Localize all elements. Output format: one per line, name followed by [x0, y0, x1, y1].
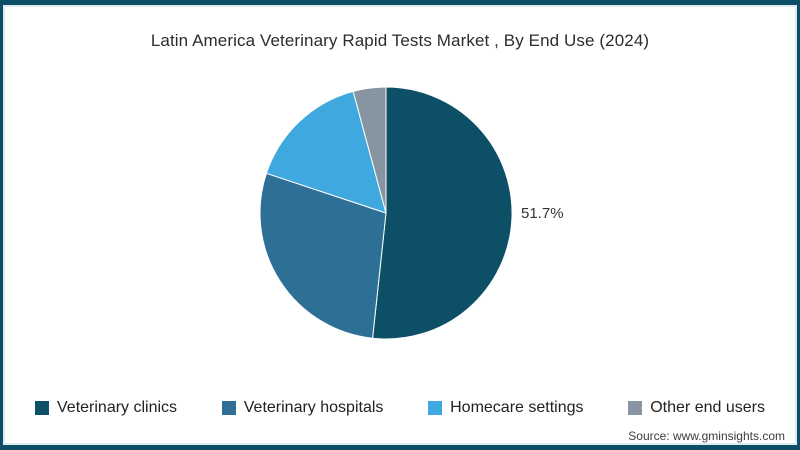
legend-item-veterinary-hospitals: Veterinary hospitals [221, 399, 384, 417]
legend-item-other-end-users: Other end users [628, 399, 765, 417]
source-attribution: Source: www.gminsights.com [628, 429, 785, 443]
legend-label: Homecare settings [450, 399, 584, 416]
legend-label: Veterinary clinics [57, 399, 178, 416]
legend: Veterinary clinics Veterinary hospitals … [35, 399, 765, 417]
slice-data-label: 51.7% [521, 205, 564, 222]
legend-swatch-other-end-users [628, 401, 643, 415]
legend-swatch-homecare-settings [428, 401, 443, 415]
pie-svg [259, 86, 513, 340]
legend-label: Veterinary hospitals [243, 399, 384, 416]
legend-item-homecare-settings: Homecare settings [428, 399, 584, 417]
legend-label: Other end users [650, 399, 765, 416]
legend-item-veterinary-clinics: Veterinary clinics [35, 399, 177, 417]
chart-title: Latin America Veterinary Rapid Tests Mar… [150, 31, 650, 50]
legend-swatch-veterinary-hospitals [221, 401, 236, 415]
legend-swatch-veterinary-clinics [35, 401, 49, 415]
pie-chart [259, 86, 513, 340]
